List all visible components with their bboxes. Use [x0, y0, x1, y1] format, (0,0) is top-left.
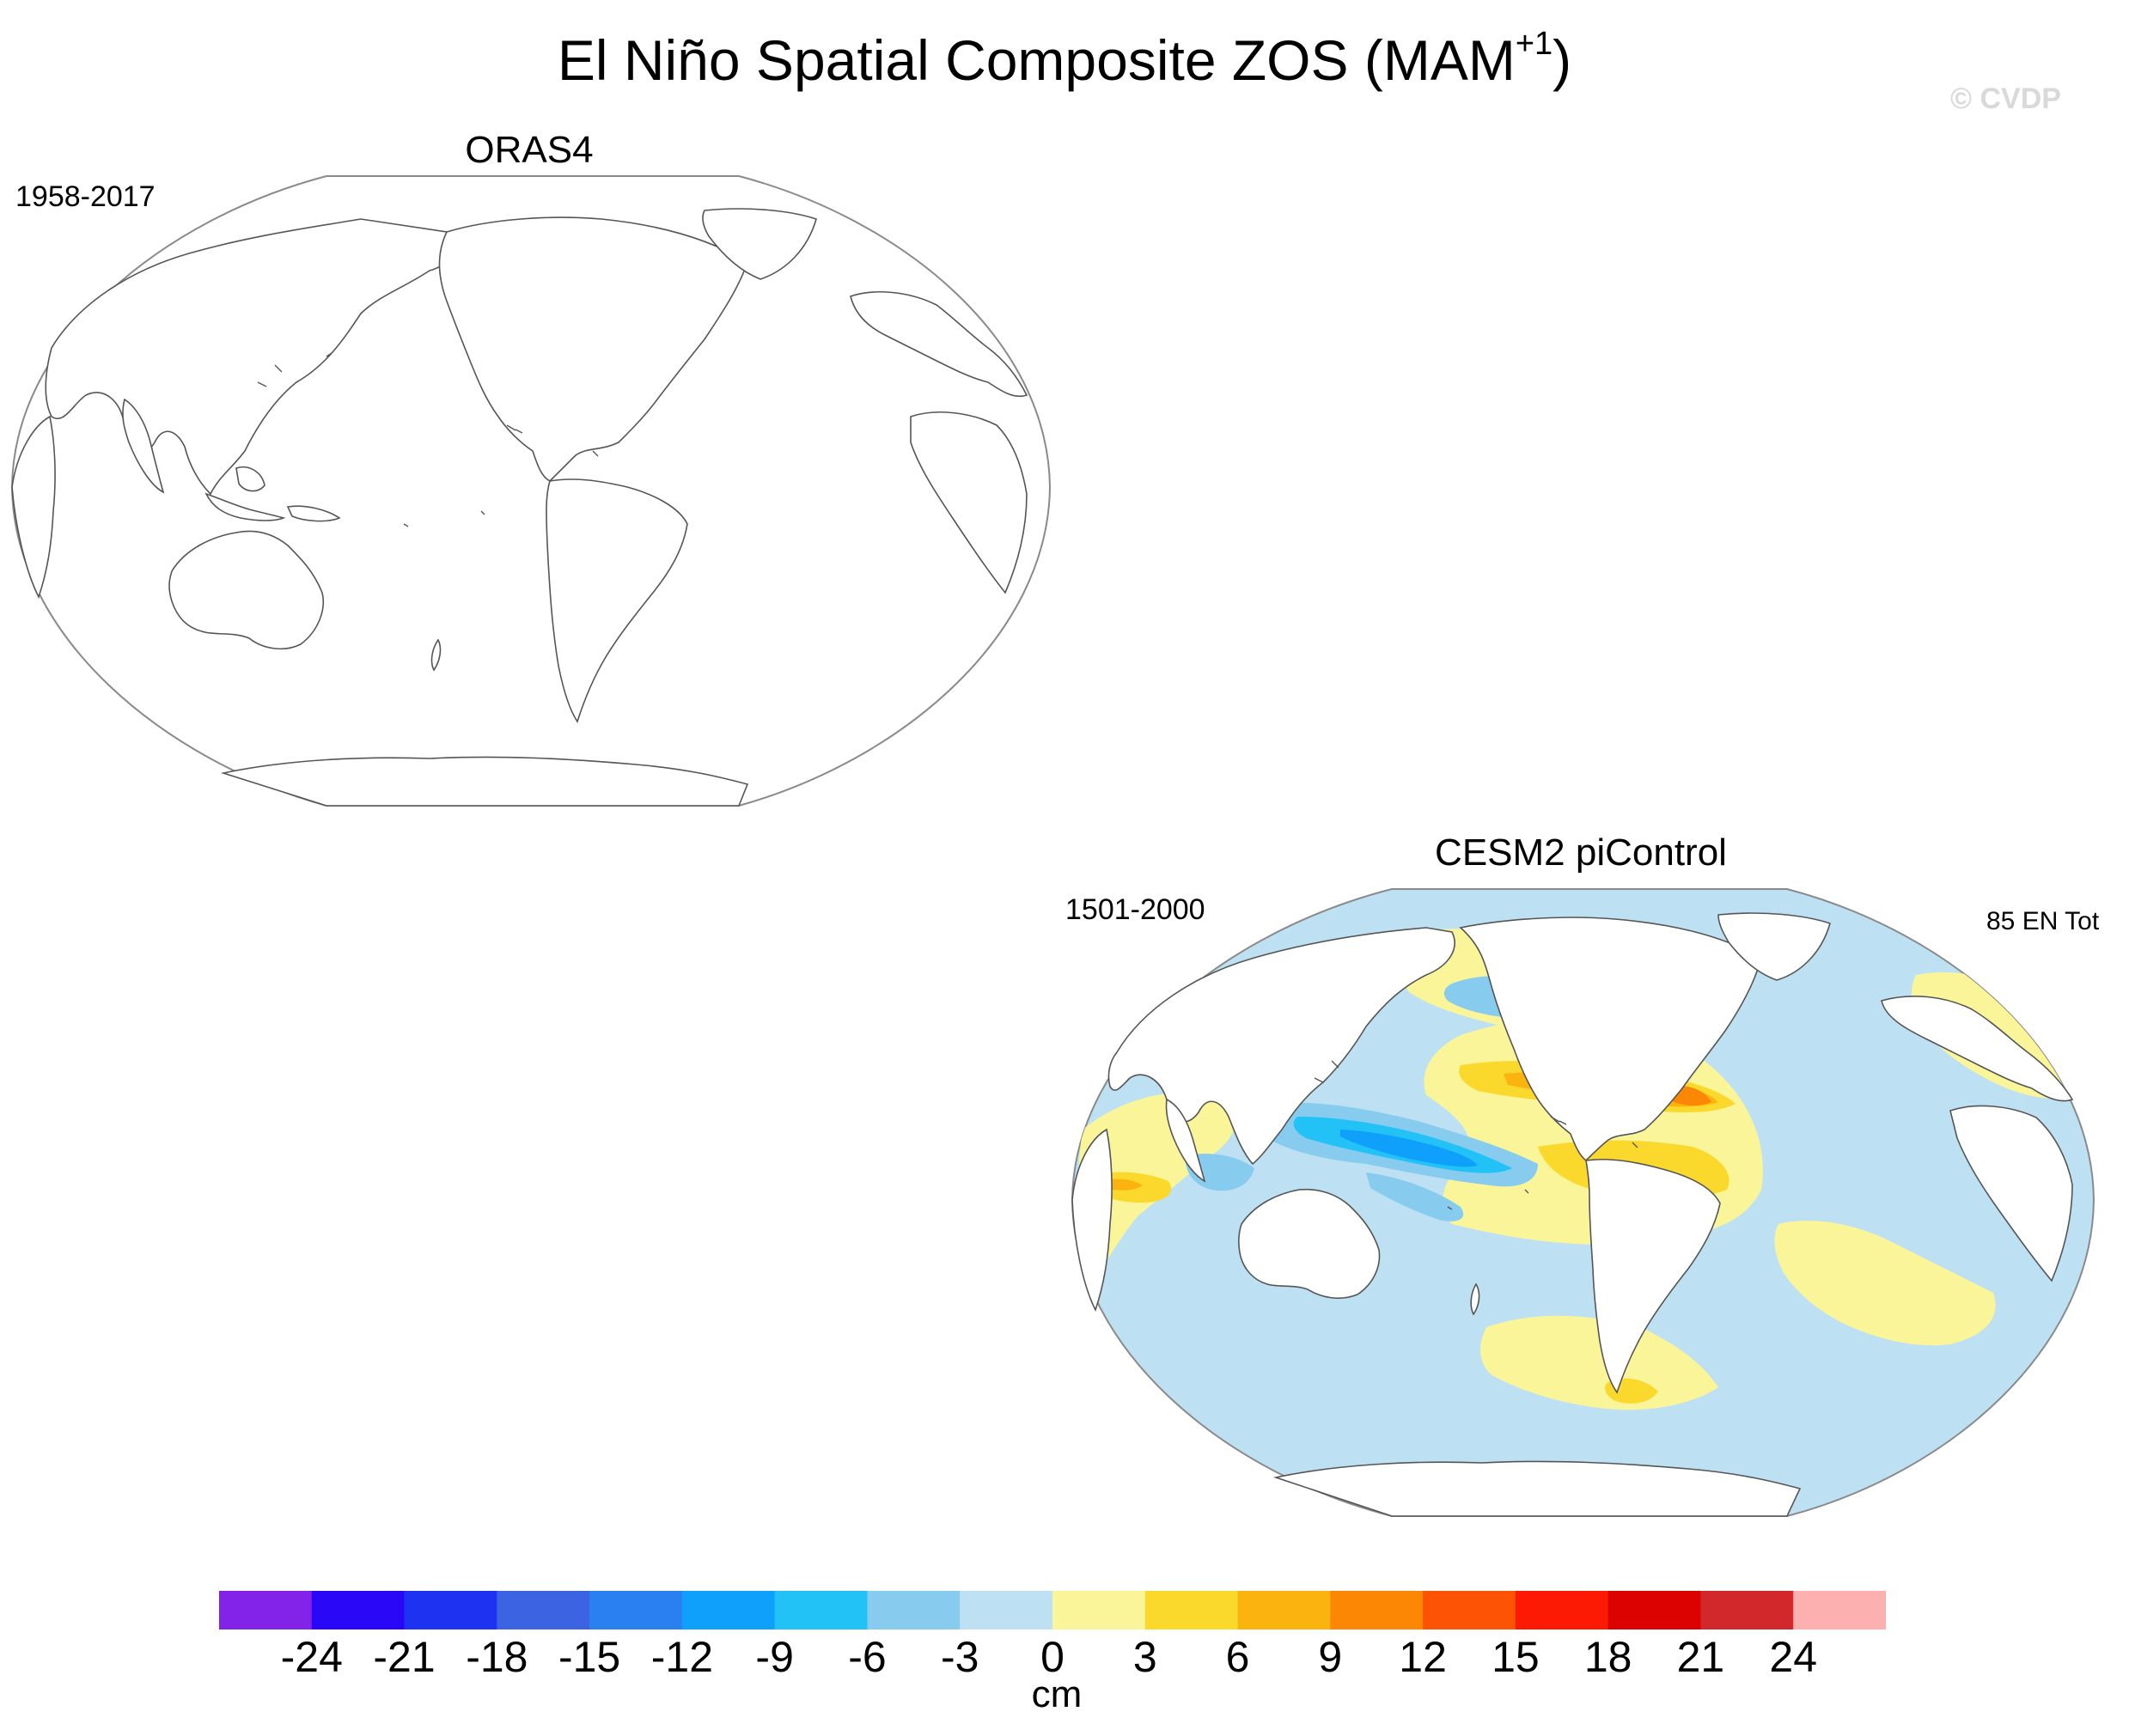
land-newzealand-cesm2	[1470, 1282, 1480, 1316]
colorbar-swatch	[497, 1591, 590, 1629]
land-australia-oras4	[168, 530, 324, 650]
colorbar-swatch	[1237, 1591, 1331, 1629]
map-cesm2	[1071, 888, 2095, 1517]
colorbar	[219, 1591, 1887, 1629]
colorbar-tick-label: 21	[1676, 1633, 1725, 1681]
colorbar-tick-label: 3	[1132, 1633, 1157, 1681]
land-antarctica-cesm2	[1272, 1460, 1802, 1517]
colorbar-tick-label: 24	[1769, 1633, 1818, 1681]
land-northamerica-cesm2	[1459, 917, 1762, 1162]
land-africa-oras4	[11, 415, 56, 600]
colorbar-swatch	[404, 1591, 497, 1629]
colorbar-swatch	[219, 1591, 313, 1629]
figure-title-text: El Niño Spatial Composite ZOS (MAM	[557, 28, 1516, 92]
panel-period-cesm2: 1501-2000	[1065, 893, 1205, 926]
land-asia-cesm2	[1107, 927, 1455, 1166]
figure-title-close: )	[1553, 28, 1572, 92]
colorbar-tick-label: 9	[1318, 1633, 1343, 1681]
panel-event-count-cesm2: 85 EN Tot	[1986, 907, 2100, 935]
colorbar-swatch	[1052, 1591, 1146, 1629]
anomaly-positive-south-pacific	[1480, 1315, 1718, 1410]
colorbar-tick-label: -12	[650, 1633, 713, 1681]
figure-title-superscript: +1	[1515, 26, 1553, 62]
colorbar-swatch	[1423, 1591, 1516, 1629]
colorbar-tick-label: -6	[848, 1633, 887, 1681]
land-westafrica-cesm2	[1949, 1105, 2073, 1282]
colorbar-tick-label: 0	[1040, 1633, 1064, 1681]
colorbar-swatch	[681, 1591, 776, 1629]
colorbar-tick-label: -24	[280, 1633, 343, 1681]
colorbar-tick-label: 15	[1492, 1633, 1540, 1681]
land-africa-cesm2	[1071, 1128, 1113, 1313]
land-northamerica-oras4	[438, 216, 748, 482]
land-india-oras4	[122, 398, 165, 494]
land-europe-oras4	[850, 291, 1028, 398]
land-newguinea-oras4	[286, 505, 341, 522]
anomaly-strong-blue-core	[1340, 1130, 1478, 1167]
colorbar-units: cm	[1031, 1673, 1083, 1715]
land-greenland-oras4	[702, 208, 817, 280]
land-westafrica-oras4	[910, 411, 1028, 594]
panel-title-cesm2: CESM2 piControl	[1435, 831, 1727, 874]
land-greenland-cesm2	[1717, 912, 1831, 981]
land-southamerica-cesm2	[1585, 1158, 1721, 1394]
panel-period-oras4: 1958-2017	[15, 180, 156, 213]
colorbar-tick-label: -9	[755, 1633, 794, 1681]
land-australia-cesm2	[1238, 1188, 1381, 1300]
colorbar-tick-label: 18	[1583, 1633, 1632, 1681]
colorbar-tick-label: 12	[1399, 1633, 1447, 1681]
land-indonesia-oras4	[204, 492, 286, 521]
colorbar-swatch	[1330, 1591, 1424, 1629]
land-asia-oras4	[45, 218, 454, 496]
colorbar-swatches	[219, 1591, 1887, 1629]
colorbar-swatch	[774, 1591, 868, 1629]
panel-title-oras4: ORAS4	[465, 129, 594, 171]
land-europe-cesm2	[1881, 996, 2074, 1102]
copyright-watermark: © CVDP	[1950, 82, 2061, 115]
colorbar-swatch	[1700, 1591, 1794, 1629]
figure-title: El Niño Spatial Composite ZOS (MAM+1)	[0, 26, 2129, 93]
land-india-cesm2	[1165, 1098, 1206, 1183]
colorbar-tick-label: -15	[558, 1633, 621, 1681]
land-antarctica-oras4	[220, 756, 749, 807]
land-newzealand-oras4	[430, 638, 442, 672]
map-oras4	[10, 175, 1052, 807]
anomaly-positive-south-atlantic	[1774, 1221, 1996, 1346]
colorbar-swatch	[1793, 1591, 1887, 1629]
colorbar-swatch	[1144, 1591, 1239, 1629]
land-southamerica-oras4	[546, 478, 688, 723]
colorbar-swatch	[1607, 1591, 1701, 1629]
anomaly-blue-indian-east	[1185, 1154, 1254, 1191]
land-cesm2	[1071, 912, 2074, 1517]
colorbar-swatch	[867, 1591, 961, 1629]
land-borneo-oras4	[235, 466, 265, 492]
anomaly-blue-south-pacific-diag	[1366, 1173, 1464, 1221]
colorbar-swatch	[311, 1591, 406, 1629]
colorbar-tick-label: -18	[466, 1633, 528, 1681]
colorbar-swatch	[589, 1591, 683, 1629]
colorbar-tick-label: 6	[1225, 1633, 1250, 1681]
colorbar-tick-label: -3	[940, 1633, 979, 1681]
colorbar-swatch	[960, 1591, 1053, 1629]
colorbar-tick-label: -21	[373, 1633, 436, 1681]
colorbar-swatch	[1515, 1591, 1609, 1629]
